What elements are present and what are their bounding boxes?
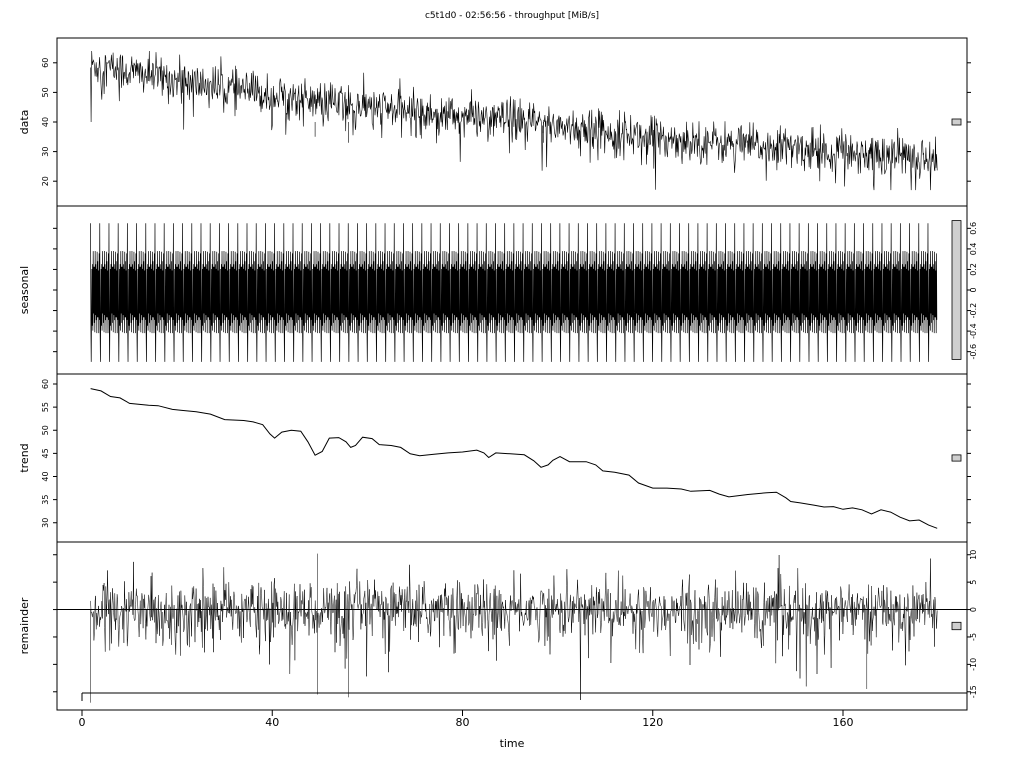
y-tick-label-data: 50 — [41, 87, 50, 97]
x-tick-label: 0 — [79, 716, 86, 729]
y-tick-label-seasonal: 0.4 — [969, 243, 978, 256]
y-tick-label-remainder: -15 — [969, 685, 978, 698]
y-tick-label-remainder: 0 — [969, 607, 978, 612]
y-tick-label-seasonal: -0.4 — [969, 323, 978, 339]
panel-frame-data — [56, 37, 968, 207]
y-tick-label-remainder: 5 — [969, 580, 978, 585]
y-tick-label-seasonal: 0.6 — [969, 222, 978, 235]
y-tick-label-data: 30 — [41, 147, 50, 157]
panel-frame-trend — [56, 373, 968, 543]
y-tick-label-seasonal: -0.6 — [969, 344, 978, 360]
x-tick-label: 160 — [833, 716, 854, 729]
scale-bar-data — [951, 118, 962, 126]
series-line-remainder — [90, 553, 938, 703]
panel-label-data: data — [18, 110, 31, 135]
panel-trend: trend 30 35 40 45 50 55 60 — [18, 373, 971, 543]
y-tick-label-trend: 30 — [41, 518, 50, 528]
bottom-frame — [56, 541, 968, 711]
scale-bar-remainder — [951, 621, 962, 631]
y-tick-label-remainder: -5 — [969, 633, 978, 641]
x-axis-label: time — [500, 737, 525, 750]
x-tick-label: 80 — [456, 716, 470, 729]
scale-bar-seasonal — [951, 220, 962, 360]
x-tick-label: 120 — [642, 716, 663, 729]
y-tick-label-data: 20 — [41, 176, 50, 186]
y-tick-label-seasonal: -0.2 — [969, 303, 978, 319]
series-line-trend — [90, 388, 938, 529]
y-tick-label-seasonal: 0 — [969, 287, 978, 292]
panel-seasonal: seasonal -0.6 -0.4 -0.2 0 0.2 0.4 0.6 — [18, 205, 978, 375]
y-tick-label-seasonal: 0.2 — [969, 263, 978, 276]
x-tick-label: 40 — [265, 716, 279, 729]
panel-data: data 20 30 40 50 60 — [18, 37, 971, 207]
series-line-data — [90, 50, 938, 191]
panel-label-trend: trend — [18, 443, 31, 472]
y-tick-label-trend: 40 — [41, 471, 50, 481]
scale-bar-trend — [951, 454, 962, 462]
y-tick-label-data: 40 — [41, 117, 50, 127]
panel-label-remainder: remainder — [18, 597, 31, 654]
x-axis: 0 40 80 120 160 — [56, 541, 968, 729]
y-tick-label-data: 60 — [41, 58, 50, 68]
y-tick-label-trend: 45 — [41, 448, 50, 458]
panel-label-seasonal: seasonal — [18, 266, 31, 314]
y-tick-label-remainder: -10 — [969, 658, 978, 671]
series-line-seasonal — [90, 223, 938, 362]
y-tick-label-trend: 60 — [41, 379, 50, 389]
chart-title: c5t1d0 - 02:56:56 - throughput [MiB/s] — [425, 11, 599, 21]
y-tick-label-trend: 35 — [41, 495, 50, 505]
panel-remainder: remainder -15 -10 -5 0 5 10 — [18, 541, 978, 711]
y-tick-label-trend: 55 — [41, 402, 50, 412]
y-tick-label-trend: 50 — [41, 425, 50, 435]
y-tick-label-remainder: 10 — [969, 550, 978, 560]
